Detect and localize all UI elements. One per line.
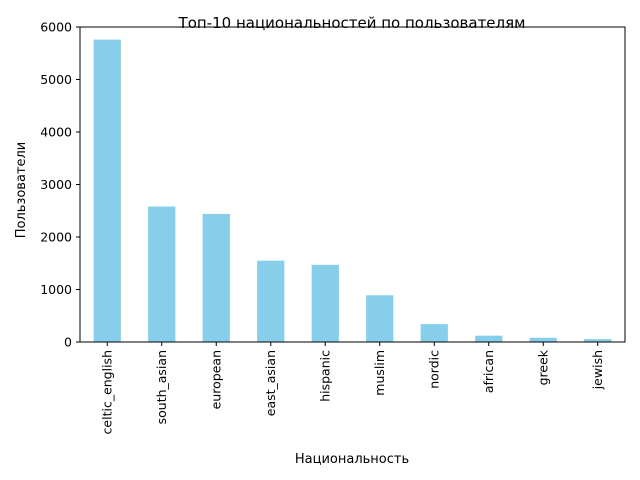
y-axis-label: Пользователи bbox=[14, 142, 29, 239]
bar-jewish bbox=[584, 339, 612, 342]
y-tick-label: 6000 bbox=[40, 20, 72, 35]
x-tick-label: muslim bbox=[372, 350, 387, 396]
y-tick-label: 3000 bbox=[40, 177, 72, 192]
x-tick-label: european bbox=[208, 350, 223, 409]
x-tick-label: greek bbox=[535, 349, 550, 385]
y-tick-label: 0 bbox=[64, 335, 72, 350]
x-axis-label: Национальность bbox=[295, 452, 409, 467]
x-tick-label: east_asian bbox=[263, 350, 278, 416]
bar-east_asian bbox=[257, 260, 285, 342]
bar-muslim bbox=[366, 295, 394, 342]
bar-nordic bbox=[420, 324, 448, 342]
plot-frame bbox=[79, 26, 626, 343]
bar-south_asian bbox=[148, 206, 176, 342]
y-tick-label: 1000 bbox=[40, 282, 72, 297]
x-tick-label: celtic_english bbox=[99, 350, 114, 434]
y-tick-label: 4000 bbox=[40, 125, 72, 140]
y-tick-label: 5000 bbox=[40, 72, 72, 87]
y-axis-ticks: 0 1000 2000 3000 4000 5000 6000 bbox=[40, 20, 80, 350]
bar-greek bbox=[529, 337, 557, 342]
y-tick-label: 2000 bbox=[40, 230, 72, 245]
x-tick-label: jewish bbox=[590, 350, 605, 390]
x-tick-label: african bbox=[481, 350, 496, 393]
x-tick-label: hispanic bbox=[317, 350, 332, 402]
bar-european bbox=[202, 213, 230, 342]
bar-african bbox=[475, 335, 503, 342]
bars-group bbox=[93, 39, 612, 342]
chart-title: Топ-10 национальностей по пользователям bbox=[178, 14, 526, 32]
x-tick-label: nordic bbox=[426, 350, 441, 389]
bar-hispanic bbox=[311, 264, 339, 342]
bar-celtic_english bbox=[93, 39, 121, 342]
x-tick-label: south_asian bbox=[154, 350, 169, 424]
x-axis-ticks: celtic_english south_asian european east_as… bbox=[99, 342, 605, 434]
